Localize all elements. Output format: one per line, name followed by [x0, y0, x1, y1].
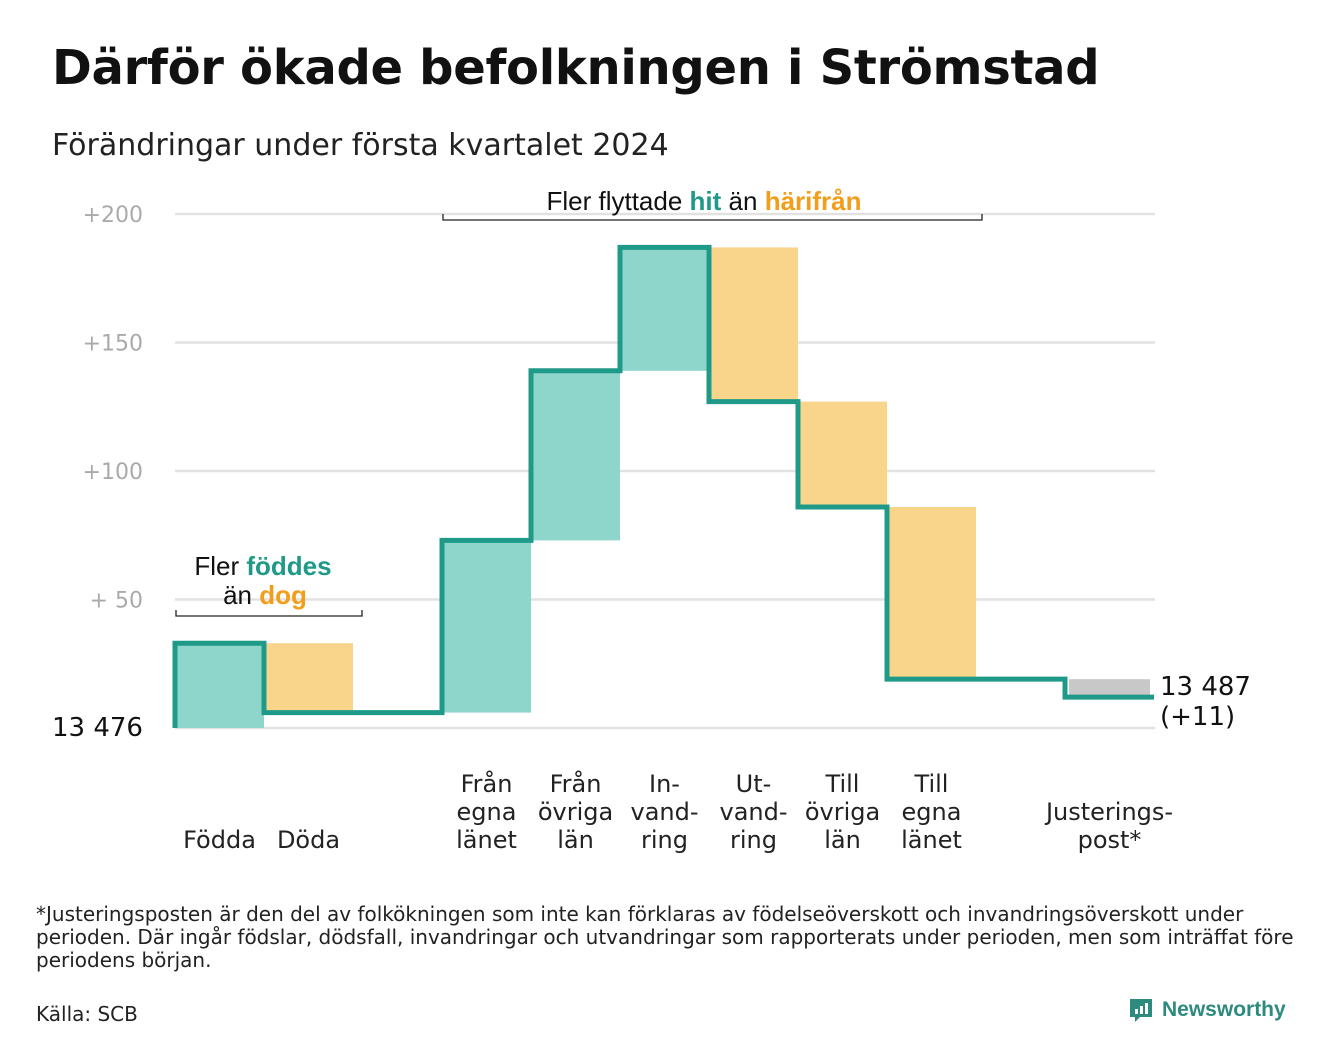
category-label: övriga	[538, 798, 613, 826]
category-label: Justerings-	[1044, 798, 1173, 826]
category-label: länet	[456, 826, 517, 854]
category-label: Födda	[183, 826, 256, 854]
births-annotation-line2: än dog	[223, 580, 307, 610]
waterfall-bar	[442, 540, 531, 713]
migration-annotation: Fler flyttade hit än härifrån	[546, 186, 861, 216]
source-label: Källa: SCB	[36, 1002, 138, 1026]
brand-name: Newsworthy	[1162, 998, 1286, 1021]
births-bracket	[175, 610, 363, 617]
start-value-label: 13 476	[52, 713, 143, 743]
category-label: Från	[550, 769, 602, 798]
waterfall-bar	[887, 506, 976, 680]
end-value-label: 13 487	[1160, 672, 1251, 702]
category-label: ring	[730, 826, 777, 854]
chart-title: Därför ökade befolkningen i Strömstad	[52, 40, 1100, 96]
y-tick-label: +150	[83, 332, 143, 357]
waterfall-bar	[531, 370, 620, 541]
births-annotation-line1: Fler föddes	[194, 551, 331, 581]
migration-bracket	[442, 214, 983, 221]
chart-subtitle: Förändringar under första kvartalet 2024	[52, 128, 669, 163]
waterfall-bar	[264, 643, 353, 713]
category-label: In-	[649, 770, 680, 798]
category-label: övriga	[805, 798, 880, 826]
category-label: vand-	[719, 798, 787, 826]
y-tick-label: +100	[83, 460, 143, 485]
waterfall-bar	[798, 401, 887, 507]
footnote: *Justeringsposten är den del av folkökni…	[36, 902, 1294, 972]
waterfall-bar	[620, 247, 709, 371]
category-label: Från	[461, 769, 513, 798]
y-tick-label: +200	[83, 203, 143, 228]
category-label: vand-	[630, 798, 698, 826]
waterfall-bar	[1069, 679, 1150, 698]
category-label: län	[824, 826, 861, 854]
waterfall-bar	[709, 247, 798, 402]
end-change-label: (+11)	[1160, 702, 1235, 732]
cumulative-line	[172, 244, 1154, 728]
category-label: Till	[825, 770, 860, 798]
category-label: ring	[641, 826, 688, 854]
category-label: län	[557, 826, 594, 854]
category-label: egna	[457, 798, 517, 826]
category-label: Ut-	[736, 770, 772, 798]
category-label: Döda	[277, 826, 340, 854]
y-tick-label: + 50	[90, 589, 143, 614]
category-label: post*	[1078, 826, 1142, 854]
newsworthy-logo-icon	[1130, 999, 1152, 1022]
category-label: egna	[902, 798, 962, 826]
category-label: Till	[914, 770, 949, 798]
waterfall-bar	[175, 643, 264, 728]
brand-logo[interactable]: Newsworthy	[1128, 997, 1286, 1023]
category-label: länet	[901, 826, 962, 854]
